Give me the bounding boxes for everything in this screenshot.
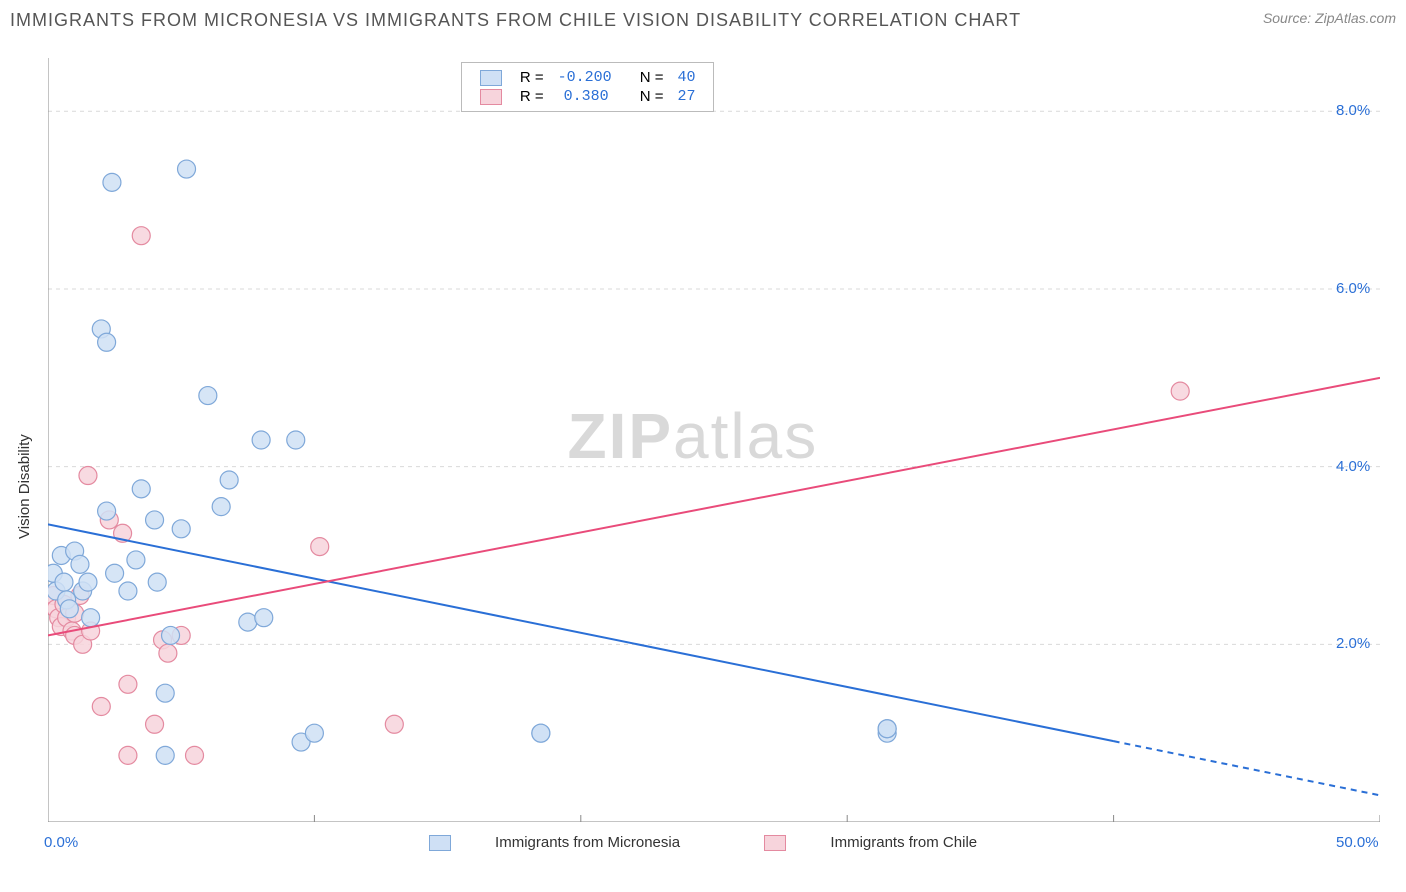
source-label: Source: bbox=[1263, 10, 1311, 26]
swatch-micronesia bbox=[480, 70, 502, 86]
n-value-chile: 27 bbox=[671, 88, 701, 105]
n-label: N = bbox=[634, 69, 670, 86]
legend-row-micronesia: R = -0.200 N = 40 bbox=[474, 69, 702, 86]
chart-title: IMMIGRANTS FROM MICRONESIA VS IMMIGRANTS… bbox=[10, 10, 1021, 31]
scatter-chart bbox=[48, 58, 1380, 822]
y-axis-label: Vision Disability bbox=[16, 435, 33, 540]
legend-label-micronesia: Immigrants from Micronesia bbox=[495, 834, 680, 851]
n-label: N = bbox=[634, 88, 670, 105]
r-value-micronesia: -0.200 bbox=[552, 69, 618, 86]
r-value-chile: 0.380 bbox=[552, 88, 618, 105]
y-tick-2: 2.0% bbox=[1336, 635, 1370, 652]
y-tick-8: 8.0% bbox=[1336, 102, 1370, 119]
legend-item-chile: Immigrants from Chile bbox=[744, 834, 997, 851]
x-tick-0: 0.0% bbox=[44, 834, 78, 851]
series-legend: Immigrants from Micronesia Immigrants fr… bbox=[0, 834, 1406, 851]
swatch-chile bbox=[764, 835, 786, 851]
y-tick-4: 4.0% bbox=[1336, 458, 1370, 475]
source-attribution: Source: ZipAtlas.com bbox=[1263, 10, 1396, 26]
legend-item-micronesia: Immigrants from Micronesia bbox=[409, 834, 704, 851]
source-link[interactable]: ZipAtlas.com bbox=[1315, 10, 1396, 26]
swatch-micronesia bbox=[429, 835, 451, 851]
legend-row-chile: R = 0.380 N = 27 bbox=[474, 88, 702, 105]
r-label: R = bbox=[514, 69, 550, 86]
x-tick-50: 50.0% bbox=[1336, 834, 1379, 851]
n-value-micronesia: 40 bbox=[671, 69, 701, 86]
correlation-legend: R = -0.200 N = 40 R = 0.380 N = 27 bbox=[461, 62, 715, 112]
y-tick-6: 6.0% bbox=[1336, 280, 1370, 297]
legend-label-chile: Immigrants from Chile bbox=[830, 834, 977, 851]
swatch-chile bbox=[480, 89, 502, 105]
r-label: R = bbox=[514, 88, 550, 105]
